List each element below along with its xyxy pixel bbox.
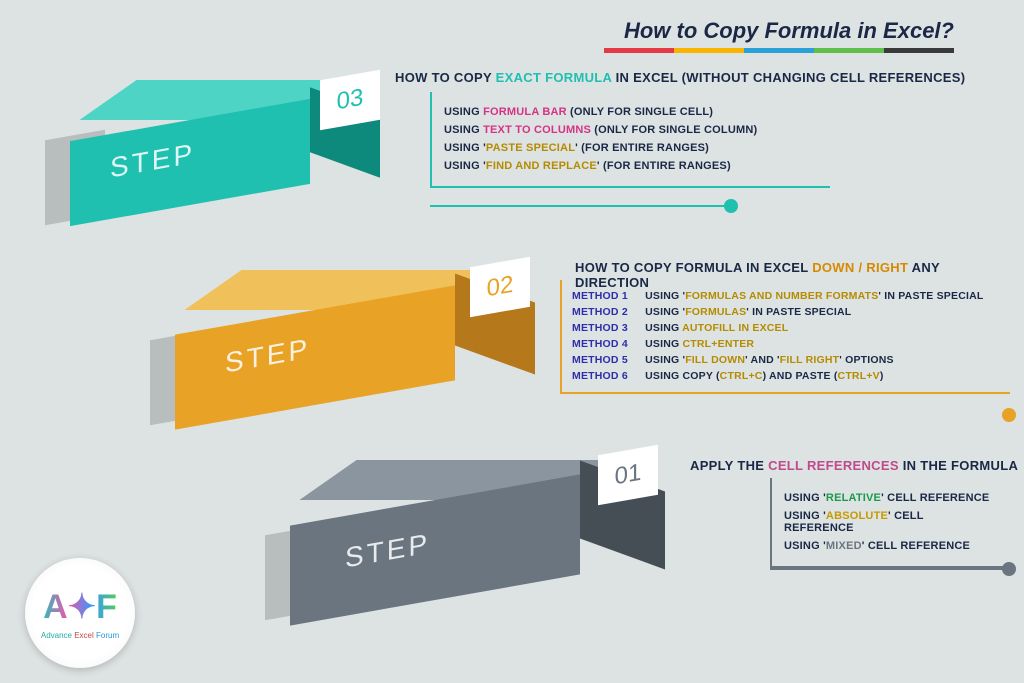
step1-number-badge: 01: [598, 445, 658, 506]
step2-dot: [1002, 408, 1016, 422]
step2-method: METHOD 2 USING 'FORMULAS' IN PASTE SPECI…: [572, 306, 1000, 318]
step3-content-box: USING FORMULA BAR (ONLY FOR SINGLE CELL)…: [430, 92, 830, 188]
step1-item: USING 'ABSOLUTE' CELL REFERENCE: [784, 510, 996, 534]
step2-method: METHOD 3 USING AUTOFILL IN EXCEL: [572, 322, 1000, 334]
step2-method: METHOD 4 USING CTRL+ENTER: [572, 338, 1000, 350]
step3-heading: HOW TO COPY EXACT FORMULA IN EXCEL (WITH…: [395, 70, 1015, 85]
logo-glyph: A✦F: [43, 587, 117, 627]
step2-method: METHOD 6 USING COPY (CTRL+C) AND PASTE (…: [572, 370, 1000, 382]
step3-number-badge: 03: [320, 70, 380, 131]
step1-item: USING 'RELATIVE' CELL REFERENCE: [784, 492, 996, 504]
step1-item: USING 'MIXED' CELL REFERENCE: [784, 540, 996, 552]
rainbow-divider: [604, 48, 954, 53]
step3-connector: [430, 205, 730, 207]
step2-method: METHOD 1 USING 'FORMULAS AND NUMBER FORM…: [572, 290, 1000, 302]
step2-content-box: METHOD 1 USING 'FORMULAS AND NUMBER FORM…: [560, 280, 1010, 394]
page-title: How to Copy Formula in Excel?: [624, 18, 954, 44]
step2-method: METHOD 5 USING 'FILL DOWN' AND 'FILL RIG…: [572, 354, 1000, 366]
step1-heading: APPLY THE CELL REFERENCES IN THE FORMULA: [690, 458, 1020, 473]
step1-content-box: USING 'RELATIVE' CELL REFERENCE USING 'AB…: [770, 478, 1008, 568]
step1-connector: [770, 568, 1008, 570]
logo-text: Advance Excel Forum: [41, 631, 119, 640]
step2-number-badge: 02: [470, 257, 530, 318]
step1-dot: [1002, 562, 1016, 576]
step3-dot: [724, 199, 738, 213]
step3-item: USING 'PASTE SPECIAL' (FOR ENTIRE RANGES…: [444, 142, 818, 154]
step3-item: USING TEXT TO COLUMNS (ONLY FOR SINGLE C…: [444, 124, 818, 136]
step3-item: USING FORMULA BAR (ONLY FOR SINGLE CELL): [444, 106, 818, 118]
logo-badge: A✦F Advance Excel Forum: [25, 558, 135, 668]
step3-item: USING 'FIND AND REPLACE' (FOR ENTIRE RAN…: [444, 160, 818, 172]
